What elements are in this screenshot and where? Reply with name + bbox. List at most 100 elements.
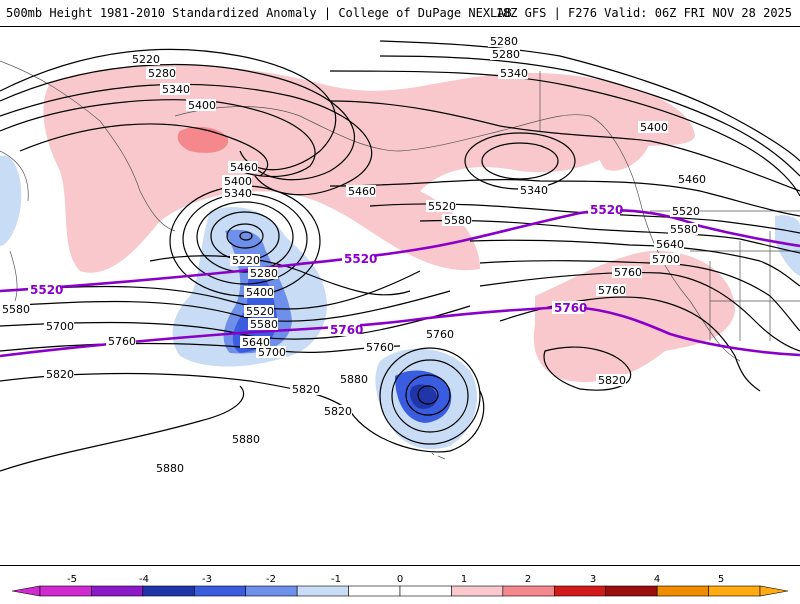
highlighted-contours: [0, 209, 800, 358]
contour-label: 5520: [672, 205, 700, 218]
contour-label: 5880: [232, 433, 260, 446]
contour-label: 5340: [520, 184, 548, 197]
negative-anomaly-shading: [0, 155, 800, 450]
color-scale-bin: [656, 585, 709, 597]
contour-label: 5880: [340, 373, 368, 386]
contour-5220-north: [0, 48, 337, 171]
contour-5400-trough: [149, 255, 411, 296]
contour-label: 5820: [46, 368, 74, 381]
contour-label: 5400: [188, 99, 216, 112]
model-run-info: 18Z GFS | F276 Valid: 06Z FRI NOV 28 202…: [495, 6, 792, 20]
map-panel: 5220 5280 5340 5400 5460 5400 5340 5220 …: [0, 26, 800, 566]
contour-5760-east: [479, 271, 800, 352]
contour-label: 5280: [148, 67, 176, 80]
contour-label: 5400: [246, 286, 274, 299]
contour-label: 5640: [242, 336, 270, 349]
contour-label: 5460: [230, 161, 258, 174]
contour-label: 5760: [108, 335, 136, 348]
contour-label: 5220: [132, 53, 160, 66]
cutoff-low-center: [410, 384, 437, 409]
contour-5280-east-2: [379, 55, 800, 177]
northeast-pacific-low-inner: [481, 142, 559, 180]
color-scale-ticks: -5 -4 -3 -2 -1 0 1 2 3 4 5: [67, 574, 724, 585]
contour-label: 5400: [640, 121, 668, 134]
strong-positive-core: [177, 126, 229, 153]
contour-5520-highlight: [0, 209, 800, 293]
color-scale-tick: -2: [266, 574, 276, 585]
color-scale-bin: [193, 585, 247, 597]
color-scale-bin: [348, 585, 401, 597]
color-scale-bins: [11, 585, 789, 597]
contour-label: 5340: [500, 67, 528, 80]
color-scale-right-arrow: [759, 585, 789, 597]
contour-label: 5820: [292, 383, 320, 396]
anomaly-color-legend: -5 -4 -3 -2 -1 0 1 2 3 4 5: [0, 570, 800, 600]
trough-ring-3: [196, 201, 294, 273]
contour-5760-highlight: [0, 305, 800, 358]
color-scale-bin: [451, 585, 504, 597]
color-scale: -5 -4 -3 -2 -1 0 1 2 3 4 5: [11, 574, 789, 597]
color-scale-tick: -3: [202, 574, 212, 585]
contour-label: 5640: [656, 238, 684, 251]
highlight-contour-label: 5520: [30, 283, 63, 297]
contour-label: 5400: [224, 175, 252, 188]
height-anomaly-map: 5220 5280 5340 5400 5460 5400 5340 5220 …: [0, 35, 800, 475]
highlight-contour-label: 5520: [344, 252, 377, 266]
contour-label-group: 5220 5280 5340 5400 5460 5400 5340 5220 …: [0, 35, 706, 475]
contour-label: 5580: [670, 223, 698, 236]
hawaii-islands: [431, 452, 446, 460]
contour-5580-south: [0, 290, 451, 322]
highlight-label-group: 5520 5760 5520 5520 5760: [28, 203, 623, 337]
color-scale-tick: -5: [67, 574, 77, 585]
trough-center: [239, 231, 253, 241]
contour-label: 5580: [2, 303, 30, 316]
color-scale-bin: [142, 585, 195, 597]
contour-5400-east: [329, 100, 800, 192]
color-scale-bin: [245, 585, 298, 597]
contour-label: 5280: [492, 48, 520, 61]
contour-5880-west: [0, 385, 245, 472]
color-scale-bin: [296, 585, 349, 597]
color-scale-bin: [708, 585, 761, 597]
cutoff-ring-4: [417, 385, 439, 405]
color-scale-tick: 1: [461, 574, 467, 585]
positive-anomaly-shading: [43, 64, 735, 382]
map-title: 500mb Height 1981-2010 Standardized Anom…: [6, 6, 512, 20]
color-scale-bin: [502, 585, 555, 597]
kamchatka-coast: [0, 150, 29, 202]
contour-label: 5520: [428, 200, 456, 213]
cutoff-ring-1: [379, 347, 481, 445]
color-scale-tick: 4: [654, 574, 660, 585]
highlight-contour-label: 5760: [554, 301, 587, 315]
north-america-coast: [174, 106, 741, 362]
contour-5580-east: [419, 219, 800, 254]
contour-label: 5340: [162, 83, 190, 96]
contour-label: 5820: [324, 405, 352, 418]
highlight-contour-label: 5520: [590, 203, 623, 217]
eastern-edge-negative-anomaly: [775, 215, 800, 276]
contour-label: 5760: [426, 328, 454, 341]
cutoff-ring-2: [391, 359, 469, 433]
contour-label: 5880: [156, 462, 184, 475]
contour-label: 5700: [652, 253, 680, 266]
western-edge-negative-anomaly: [0, 155, 22, 246]
contour-label: 5460: [678, 173, 706, 186]
color-scale-bin: [91, 585, 144, 597]
contour-5820: [0, 372, 485, 453]
contour-label: 5460: [348, 185, 376, 198]
color-scale-left-arrow: [11, 585, 41, 597]
contour-5460: [19, 123, 269, 177]
color-scale-tick: 5: [718, 574, 724, 585]
contour-label: 5220: [232, 254, 260, 267]
contour-label: 5280: [490, 35, 518, 48]
contour-5280-east: [379, 40, 800, 162]
color-scale-bin: [605, 585, 658, 597]
color-scale-bin: [399, 585, 452, 597]
trough-ring-5: [226, 223, 264, 249]
cutoff-ring-3: [405, 374, 451, 416]
contour-5280-north: [0, 64, 355, 181]
west-coast-positive-anomaly: [533, 250, 735, 382]
highlight-contour-label: 5760: [330, 323, 363, 337]
color-scale-tick: 0: [397, 574, 403, 585]
contour-5340-north: [0, 83, 373, 196]
